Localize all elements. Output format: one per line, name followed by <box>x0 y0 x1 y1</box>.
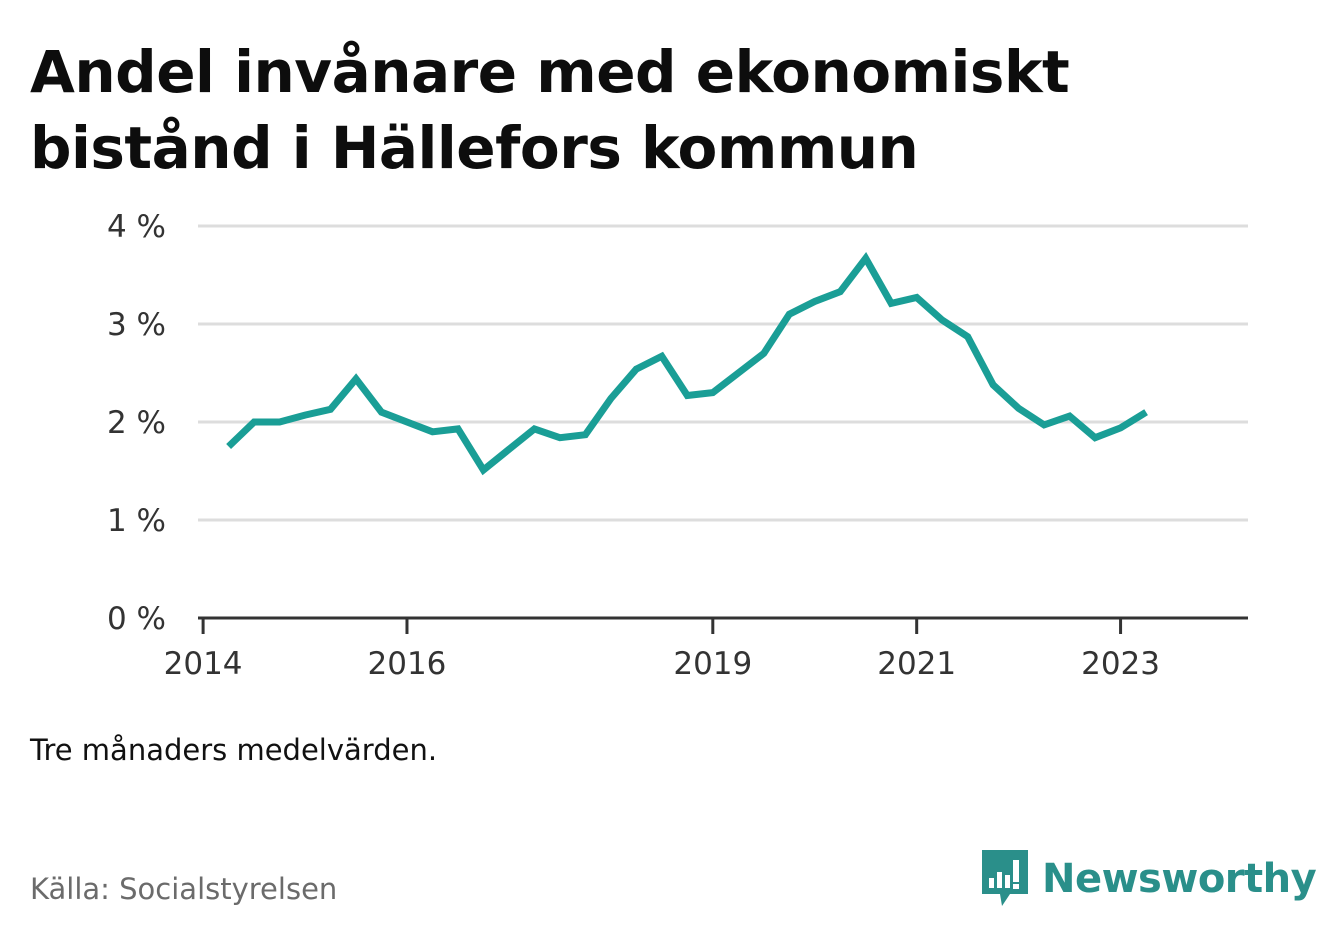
y-tick-label: 2 % <box>107 405 166 441</box>
y-gridlines <box>198 224 1248 522</box>
y-tick-label: 0 % <box>107 601 166 637</box>
y-tick-labels: 0 % 1 % 2 % 3 % 4 % <box>107 209 166 637</box>
source-text: Källa: Socialstyrelsen <box>30 872 338 906</box>
y-tick-label: 3 % <box>107 307 166 343</box>
x-tick-label: 2019 <box>673 646 752 682</box>
x-tick-label: 2021 <box>877 646 956 682</box>
x-axis <box>198 616 1248 634</box>
x-tick-label: 2016 <box>368 646 447 682</box>
series-line <box>226 251 1148 476</box>
chart-note: Tre månaders medelvärden. <box>30 733 438 767</box>
x-tick-labels: 2014 2016 2019 2021 2023 <box>164 646 1160 682</box>
x-tick-label: 2014 <box>164 646 243 682</box>
chart-title: Andel invånare med ekonomiskt bistånd i … <box>30 38 1070 182</box>
bar-chart-speech-bubble-icon <box>982 850 1028 906</box>
series-group <box>226 251 1148 476</box>
y-tick-label: 1 % <box>107 503 166 539</box>
brand-name: Newsworthy <box>1042 856 1317 902</box>
y-tick-label: 4 % <box>107 209 166 245</box>
line-chart: 0 % 1 % 2 % 3 % 4 % 2014 2016 2019 2021 2023 <box>107 209 1248 682</box>
newsworthy-logo: Newsworthy <box>980 848 1317 910</box>
x-tick-label: 2023 <box>1081 646 1160 682</box>
